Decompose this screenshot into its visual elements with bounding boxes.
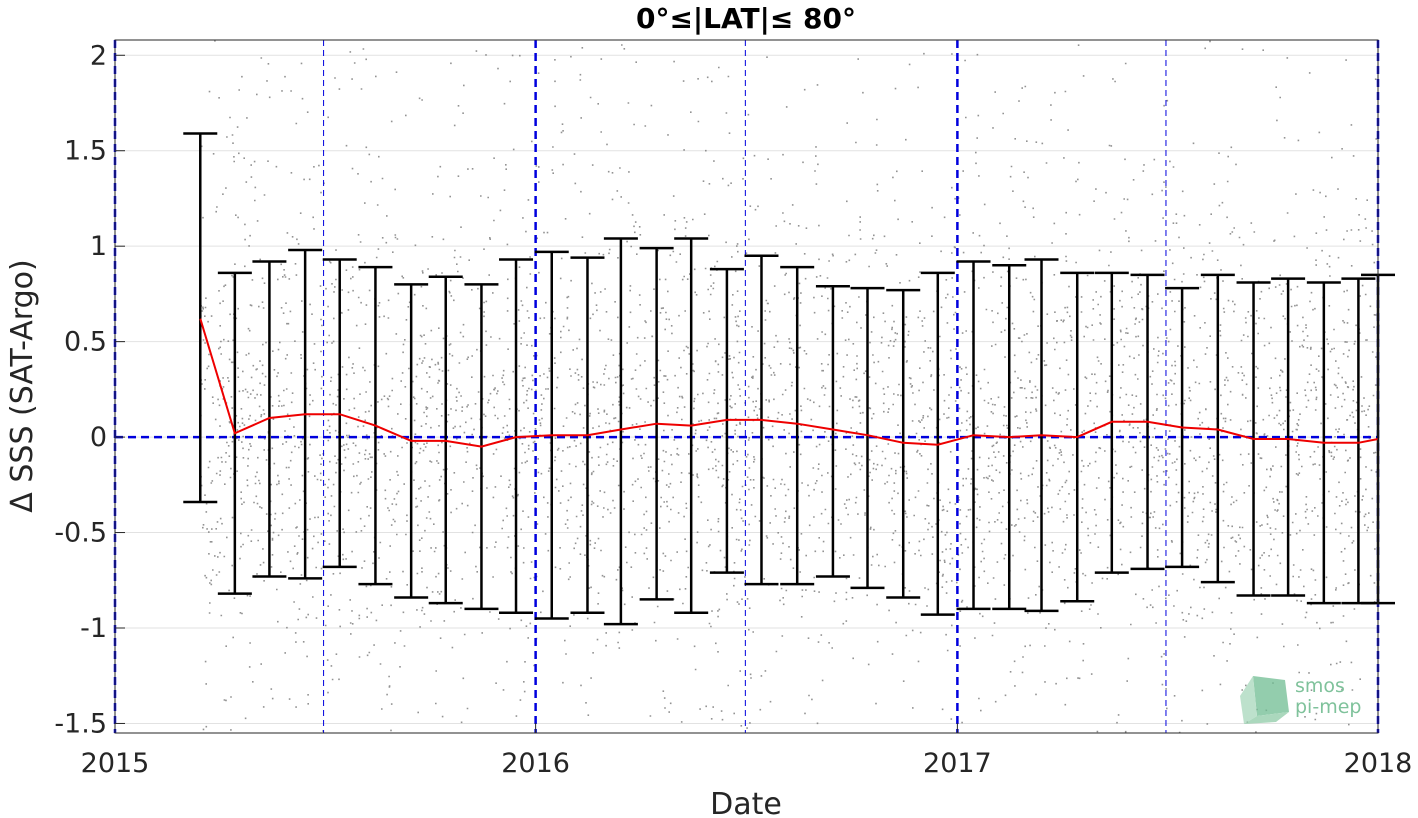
- y-tick-label: 0: [90, 422, 107, 453]
- y-tick-label: 0.5: [64, 327, 107, 358]
- y-tick-label: 2: [90, 40, 107, 71]
- x-tick-label: 2015: [81, 748, 150, 779]
- x-axis-label: Date: [710, 787, 782, 818]
- y-tick-label: -1.5: [54, 708, 107, 739]
- smos-pi-mep-logo: smos pi-mep: [1240, 675, 1361, 724]
- gridlines: [115, 54, 1378, 724]
- plot-frame: [114, 39, 1379, 734]
- x-tick-label: 2016: [501, 748, 570, 779]
- y-tick-label: -1: [80, 613, 107, 644]
- x-tick-label: 2017: [923, 748, 992, 779]
- axis-ticks: 2 1.5 1 0.5 0 -0.5 -1 -1.5 2015 2016 2017 2018: [54, 40, 1412, 779]
- logo-text-line1: smos: [1295, 675, 1345, 697]
- chart-title: 0°≤|LAT|≤ 80°: [636, 2, 856, 35]
- x-tick-label: 2018: [1344, 748, 1413, 779]
- y-tick-label: 1: [90, 231, 107, 262]
- y-tick-label: 1.5: [64, 136, 107, 167]
- y-tick-label: -0.5: [54, 518, 107, 549]
- plot-background: [115, 40, 1378, 733]
- logo-text-line2: pi-mep: [1295, 696, 1361, 718]
- cube-icon: [1240, 676, 1289, 724]
- mean-line: [199, 318, 1379, 448]
- y-axis-label: Δ SSS (SAT-Argo): [5, 259, 40, 512]
